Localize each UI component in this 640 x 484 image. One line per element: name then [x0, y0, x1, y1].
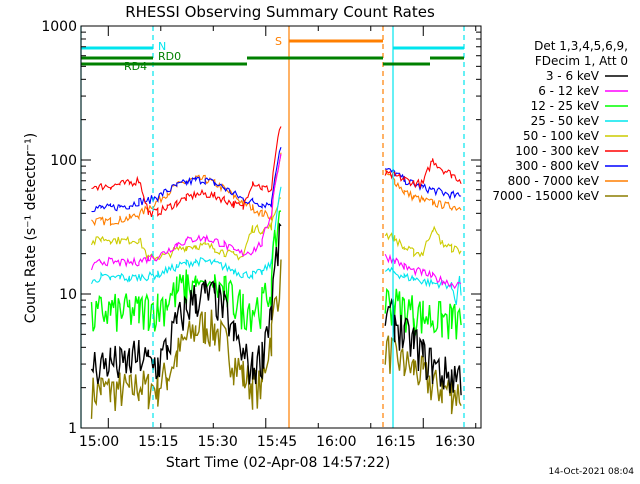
legend-title: Det 1,3,4,5,6,9, [534, 39, 628, 53]
series-line-6-12-kev [90, 153, 462, 290]
legend-label-300-800-kev: 300 - 800 keV [515, 159, 599, 173]
series-line-12-25-kev [90, 210, 462, 340]
y-tick-label: 100 [50, 153, 77, 169]
series-line-25-50-kev [90, 186, 462, 305]
plot-frame [80, 25, 482, 429]
x-tick-label: 15:45 [257, 434, 297, 450]
x-tick-label: 16:00 [316, 434, 356, 450]
axes: 1 10 100 1000 15:00 15:15 15:30 15:45 16:00 16:15… [41, 19, 482, 450]
legend-label-25-50-kev: 25 - 50 keV [531, 114, 600, 128]
x-tick-label: 15:15 [138, 434, 178, 450]
y-tick-label: 10 [59, 287, 77, 303]
legend: Det 1,3,4,5,6,9,FDecim 1, Att 03 - 6 keV… [492, 39, 628, 203]
x-tick-label: 15:00 [79, 434, 119, 450]
night-flag-label: N [158, 40, 166, 53]
legend-label-3-6-kev: 3 - 6 keV [546, 69, 600, 83]
timestamp: 14-Oct-2021 08:04 [549, 467, 635, 477]
series-line-300-800-kev [91, 147, 462, 213]
x-tick-label: 16:30 [435, 434, 475, 450]
rd0-flag-label: RD0 [158, 50, 181, 63]
x-tick-label: 16:15 [375, 434, 415, 450]
legend-label-7000-15000-kev: 7000 - 15000 keV [492, 189, 599, 203]
series-line-3-6-kev [90, 222, 462, 396]
y-tick-label: 1000 [41, 19, 77, 35]
saa-flag-label: S [275, 35, 282, 48]
legend-label-50-100-kev: 50 - 100 keV [523, 129, 600, 143]
legend-label-800-7000-kev: 800 - 7000 keV [508, 174, 600, 188]
y-axis-label: Count Rate (s⁻¹ detector⁻¹) [23, 133, 39, 323]
legend-title: FDecim 1, Att 0 [535, 54, 628, 68]
x-tick-label: 15:30 [197, 434, 237, 450]
series-line-50-100-kev [90, 197, 462, 262]
y-tick-label: 1 [68, 421, 77, 437]
plot-area [90, 126, 462, 419]
chart-title: RHESSI Observing Summary Count Rates [125, 3, 435, 21]
legend-label-12-25-kev: 12 - 25 keV [531, 99, 600, 113]
rd4-flag-label: RD4 [124, 60, 147, 73]
series-line-7000-15000-kev [90, 259, 462, 419]
legend-label-6-12-kev: 6 - 12 keV [538, 84, 600, 98]
legend-label-100-300-kev: 100 - 300 keV [515, 144, 599, 158]
series-line-100-300-kev [91, 126, 462, 218]
x-axis-label: Start Time (02-Apr-08 14:57:22) [166, 455, 390, 471]
